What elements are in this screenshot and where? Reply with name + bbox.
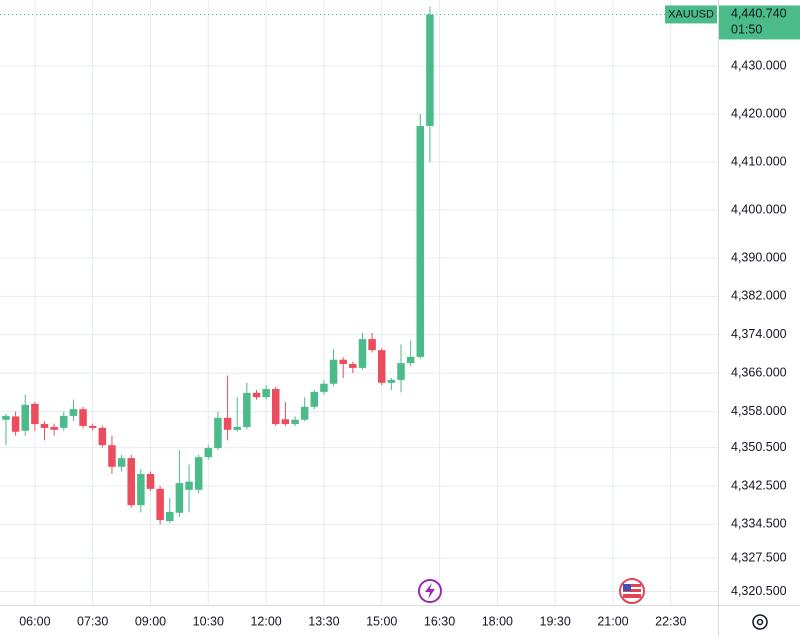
candle-body [349, 364, 357, 368]
candles [2, 6, 434, 525]
candle-body [156, 488, 164, 521]
x-tick-label: 18:00 [482, 614, 513, 628]
countdown-label: 01:50 [731, 23, 762, 37]
y-tick-label: 4,350.500 [731, 440, 787, 454]
x-tick-label: 12:00 [250, 614, 281, 628]
candle-body [416, 125, 425, 357]
y-tick-label: 4,334.500 [731, 517, 787, 531]
candle-body [329, 359, 338, 384]
candle-body [88, 425, 97, 428]
candle-body [368, 339, 376, 351]
event-icon[interactable] [418, 579, 442, 603]
candle-body [2, 415, 10, 420]
candle-body [60, 415, 68, 428]
price-label: 4,440.740 [731, 7, 787, 21]
y-tick-label: 4,342.500 [731, 478, 787, 492]
y-tick-label: 4,410.000 [731, 154, 787, 168]
candle-body [252, 392, 261, 398]
candle-body [223, 417, 232, 430]
candle-body [358, 339, 367, 368]
candle-body [291, 419, 299, 425]
candle-body [233, 426, 241, 430]
candle-body [21, 404, 30, 431]
x-tick-label: 15:00 [366, 614, 397, 628]
x-tick-label: 19:30 [540, 614, 571, 628]
x-tick-label: 16:30 [424, 614, 455, 628]
candle-body [166, 511, 174, 522]
candle-body [204, 448, 213, 458]
candle-body [300, 406, 309, 420]
x-tick-label: 07:30 [77, 614, 108, 628]
candle-body [339, 359, 347, 365]
candle-body [11, 416, 20, 432]
candle-body [387, 379, 396, 383]
y-tick-label: 4,430.000 [731, 58, 787, 72]
price-tag [719, 5, 800, 40]
overlay: 4,320.500 4,327.500 4,334.500 4,342.500 4,35… [0, 5, 800, 628]
x-tick-label: 06:00 [19, 614, 50, 628]
y-tick-label: 4,327.500 [731, 550, 787, 564]
y-tick-label: 4,382.000 [731, 289, 787, 303]
candle-body [50, 426, 58, 430]
candle-body [31, 403, 39, 425]
settings-icon[interactable] [752, 614, 768, 630]
candle-body [262, 389, 270, 398]
candle-body [79, 409, 87, 426]
y-tick-label: 4,366.000 [731, 365, 787, 379]
y-tick-label: 4,374.000 [731, 327, 787, 341]
symbol-tag [665, 5, 717, 24]
candle-body [175, 483, 184, 513]
candle-body [98, 427, 107, 446]
candle-body [320, 383, 328, 392]
x-tick-label: 10:30 [193, 614, 224, 628]
candle-body [214, 417, 222, 449]
y-tick-label: 4,320.500 [731, 584, 787, 598]
candle-body [117, 458, 126, 467]
candle-body [146, 473, 155, 489]
candle-body [406, 356, 415, 364]
candle-body [397, 363, 405, 380]
x-tick-label: 13:30 [308, 614, 339, 628]
candle-body [108, 445, 116, 467]
event-flag-icon[interactable] [619, 578, 645, 604]
symbol-label: XAUUSD [668, 8, 714, 20]
candle-body [185, 481, 193, 490]
candle-body [69, 409, 78, 416]
candle-body [271, 389, 280, 425]
candle-body [194, 457, 203, 490]
y-tick-label: 4,390.000 [731, 250, 787, 264]
candle-body [281, 419, 290, 425]
x-tick-label: 22:30 [655, 614, 686, 628]
y-tick-label: 4,358.000 [731, 404, 787, 418]
candle-body [310, 391, 319, 407]
candle-body [426, 14, 434, 126]
candle-body [243, 392, 251, 427]
y-tick-label: 4,420.000 [731, 106, 787, 120]
x-tick-label: 09:00 [135, 614, 166, 628]
candle-body [127, 458, 135, 506]
candle-body [377, 350, 386, 383]
y-tick-label: 4,400.000 [731, 202, 787, 216]
candle-body [137, 473, 145, 506]
candle-body [40, 424, 49, 428]
x-tick-label: 21:00 [597, 614, 628, 628]
